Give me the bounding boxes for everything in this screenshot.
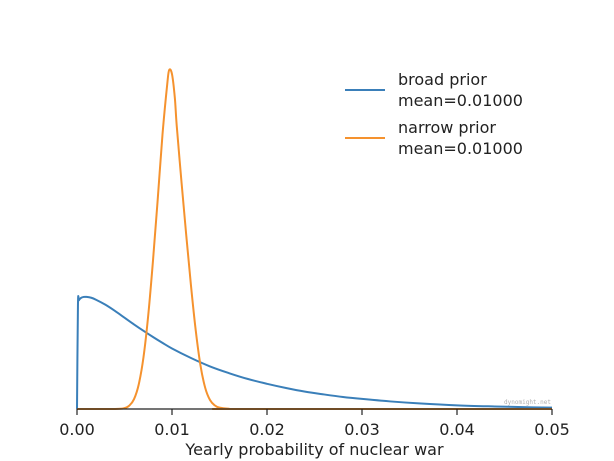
x-tick-label: 0.00 — [59, 420, 95, 439]
x-axis-label: Yearly probability of nuclear war — [184, 440, 444, 459]
series-line-narrow-prior — [76, 68, 553, 411]
x-axis-ticks: 0.00 0.01 0.02 0.03 0.04 0.05 — [59, 409, 570, 439]
x-tick-label: 0.04 — [439, 420, 475, 439]
legend-label-narrow-prior: narrow prior — [398, 118, 496, 137]
x-tick-label: 0.02 — [249, 420, 285, 439]
plot-lines — [76, 68, 553, 411]
watermark: dynomight.net — [504, 399, 551, 406]
legend-mean-broad-prior: mean=0.01000 — [398, 91, 523, 110]
legend: broad prior mean=0.01000 narrow prior me… — [345, 70, 523, 158]
legend-label-broad-prior: broad prior — [398, 70, 487, 89]
legend-mean-narrow-prior: mean=0.01000 — [398, 139, 523, 158]
x-tick-label: 0.01 — [154, 420, 190, 439]
series-line-broad-prior — [76, 295, 553, 410]
x-tick-label: 0.03 — [344, 420, 380, 439]
x-tick-label: 0.05 — [534, 420, 570, 439]
